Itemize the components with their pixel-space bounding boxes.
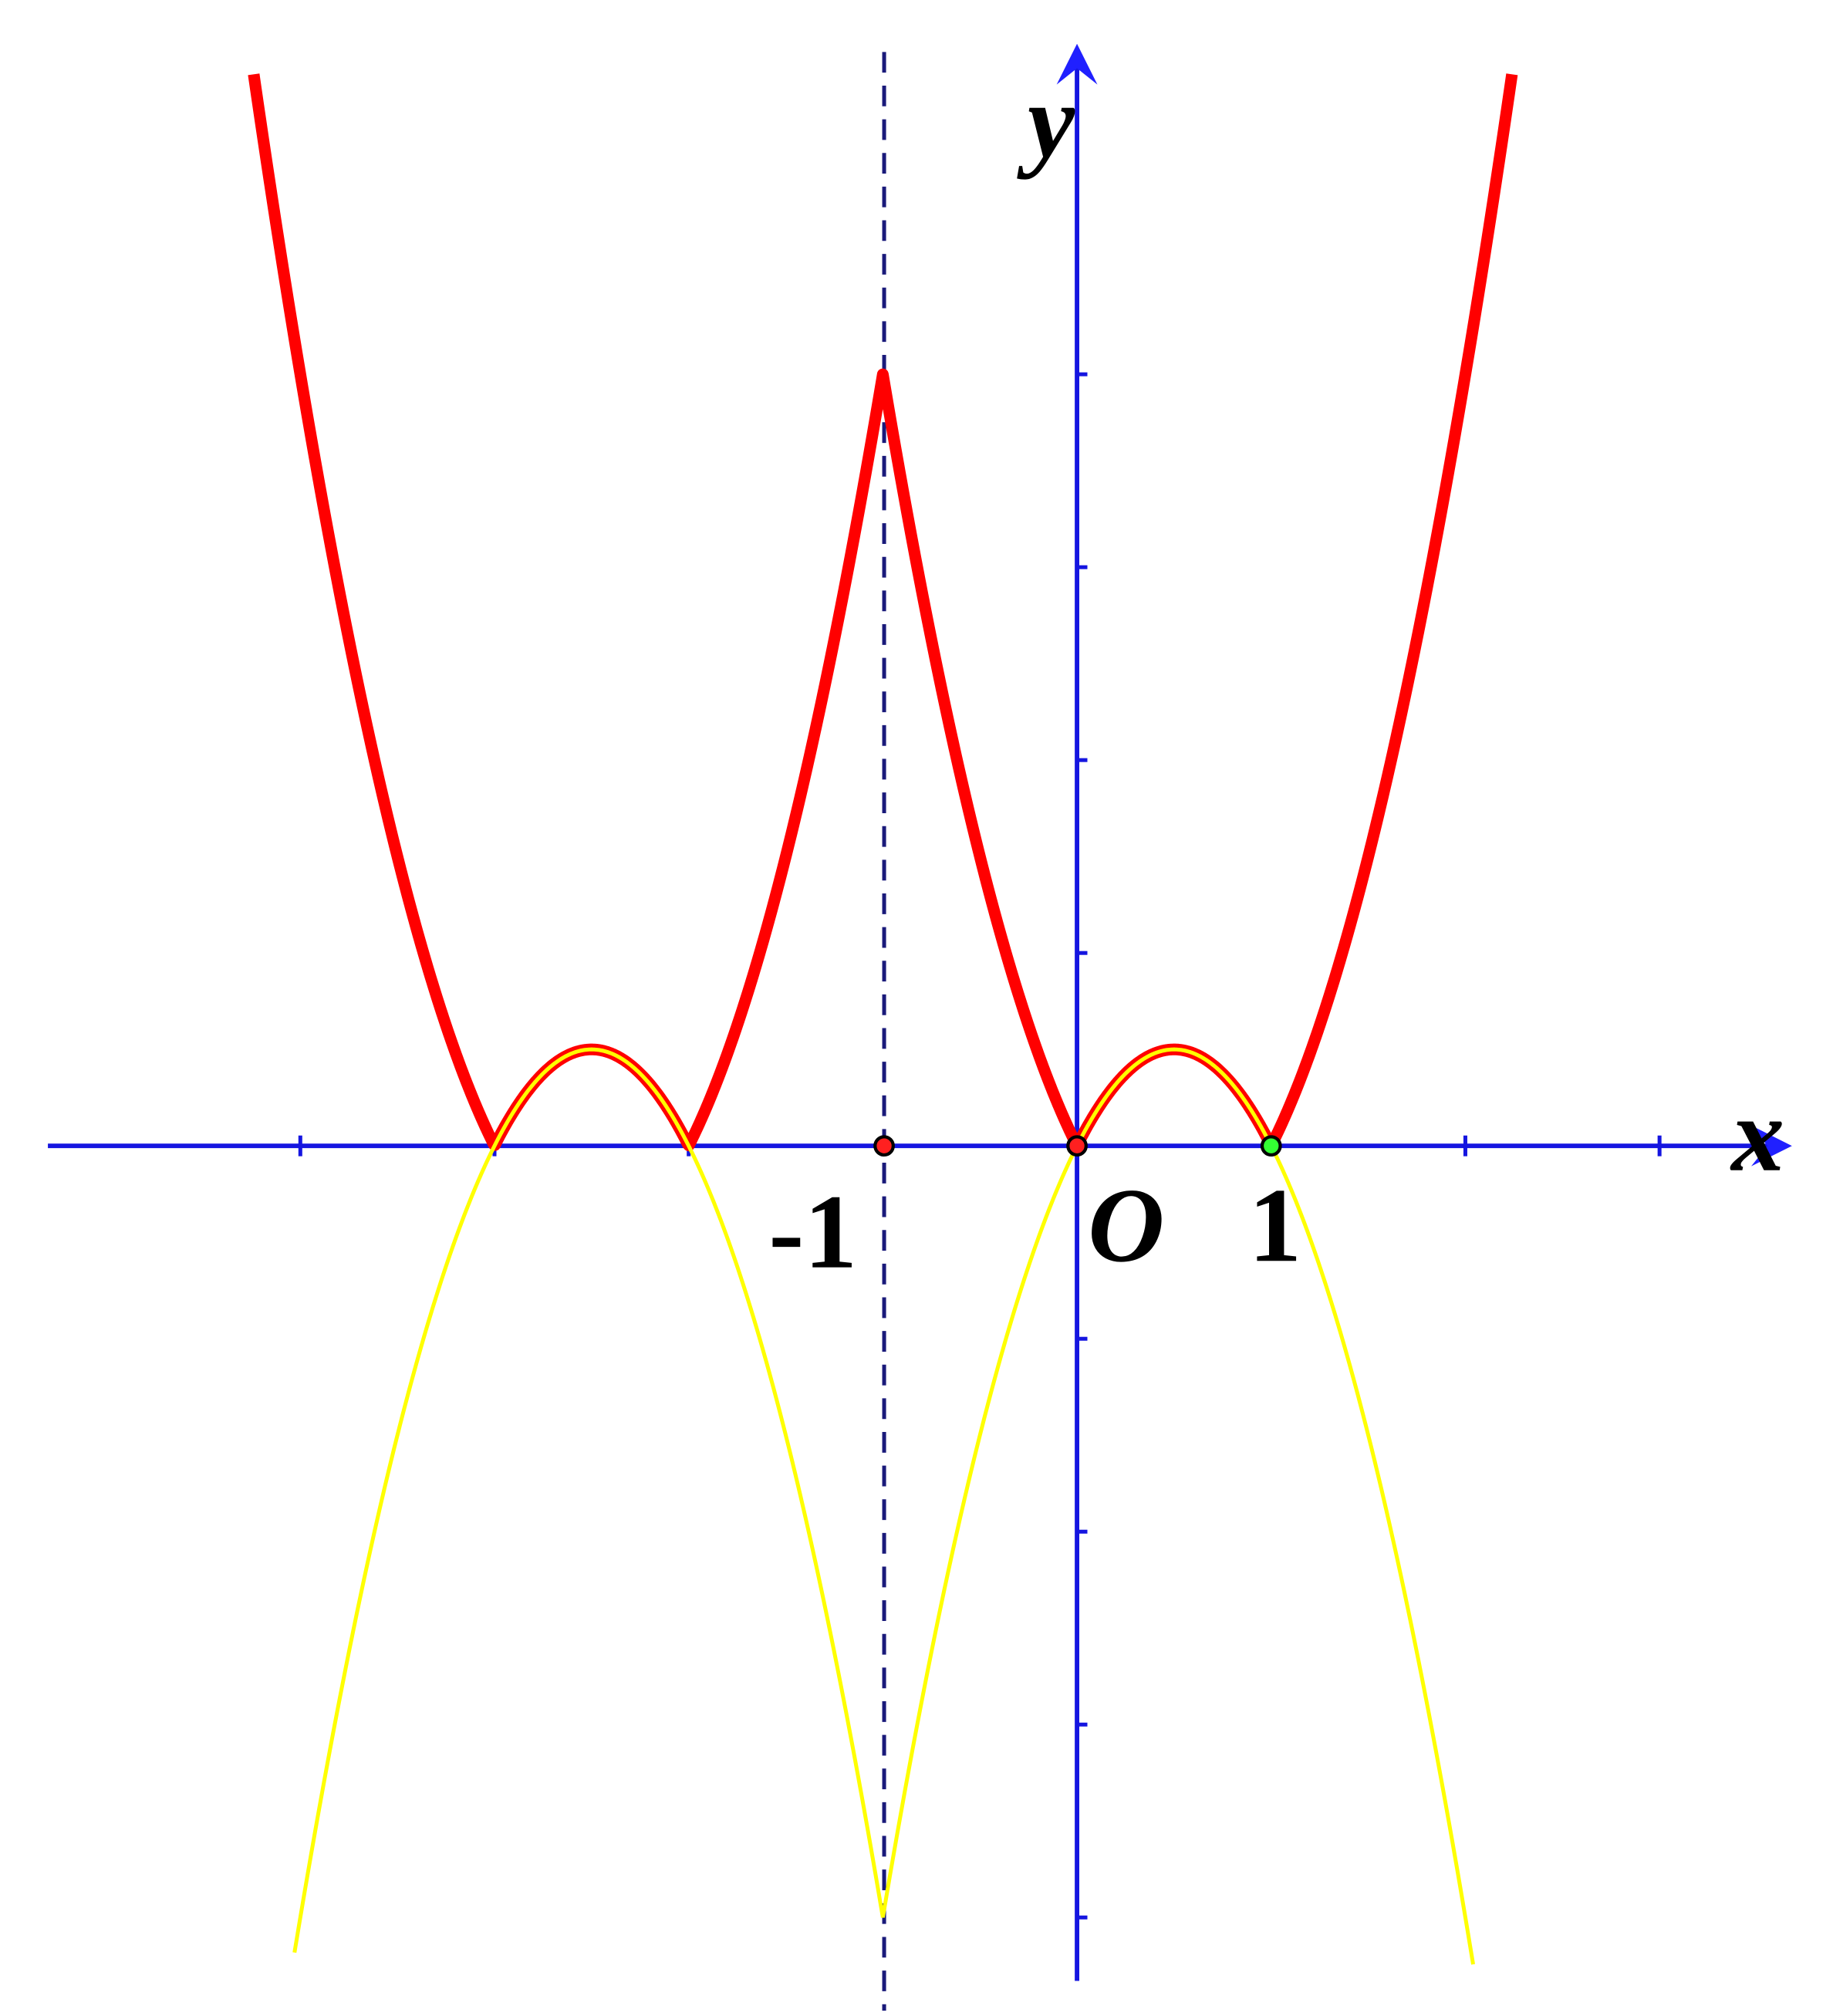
origin-label: O	[1088, 1166, 1164, 1284]
tick-label: 1	[1248, 1166, 1301, 1284]
point	[873, 1135, 895, 1157]
base-curve	[292, 1047, 1476, 1965]
tick-label: -1	[768, 1173, 857, 1291]
x-label: x	[1730, 1076, 1784, 1194]
point	[1066, 1135, 1088, 1157]
abs-curve	[248, 73, 1518, 1152]
y-label: y	[1017, 62, 1075, 180]
point	[1260, 1135, 1282, 1157]
